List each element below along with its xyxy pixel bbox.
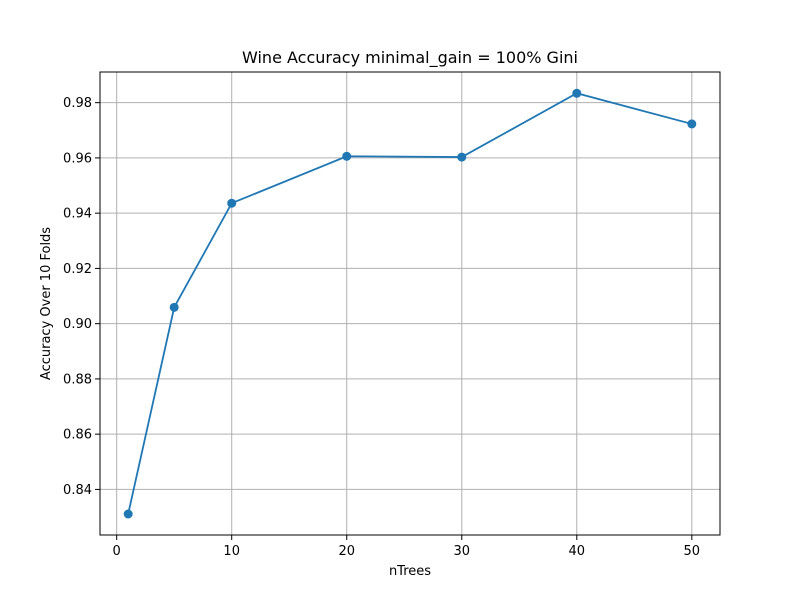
x-tick-label: 10 (223, 544, 240, 559)
data-point (457, 152, 467, 162)
data-point (169, 302, 179, 312)
data-point (572, 88, 582, 98)
y-tick-label: 0.86 (63, 428, 92, 443)
y-tick-label: 0.98 (63, 96, 92, 111)
data-point (227, 198, 237, 208)
y-tick-label: 0.84 (63, 483, 92, 498)
data-point (342, 151, 352, 161)
grid (100, 72, 720, 535)
x-tick-label: 0 (113, 544, 121, 559)
y-tick-label: 0.92 (63, 262, 92, 277)
series (123, 88, 697, 519)
ticks: 0 10 20 30 40 50 0.84 0.86 0.88 0.90 0.92 0.94 0.96 0… (63, 96, 700, 559)
y-tick-label: 0.90 (63, 317, 92, 332)
x-tick-label: 20 (338, 544, 355, 559)
y-tick-label: 0.94 (63, 207, 92, 222)
series-line (127, 92, 693, 515)
x-tick-label: 40 (569, 544, 586, 559)
y-tick-label: 0.88 (63, 372, 92, 387)
chart-title: Wine Accuracy minimal_gain = 100% Gini (242, 48, 578, 68)
data-point (687, 119, 697, 129)
y-axis-label: Accuracy Over 10 Folds (39, 227, 54, 380)
plot-frame (99, 71, 721, 536)
y-tick-label: 0.96 (63, 151, 92, 166)
x-tick-label: 50 (684, 544, 701, 559)
x-tick-label: 30 (453, 544, 470, 559)
data-point (123, 509, 133, 519)
x-axis-label: nTrees (389, 564, 431, 579)
